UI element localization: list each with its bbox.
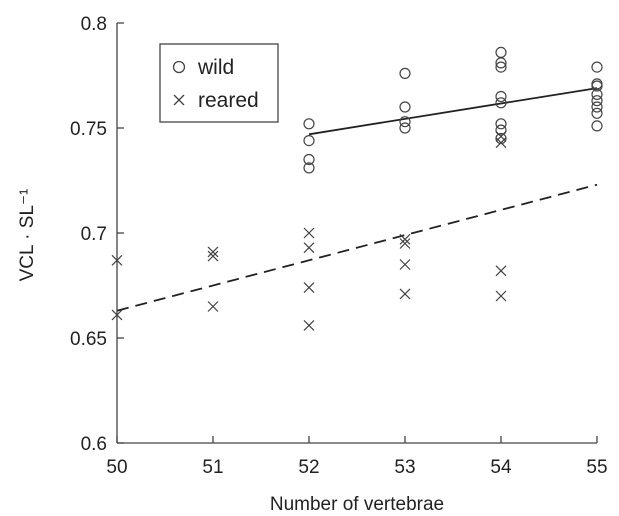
point-wild xyxy=(495,90,507,103)
point-reared xyxy=(207,250,219,262)
point-reared xyxy=(207,301,219,312)
point-reared xyxy=(207,246,219,258)
point-wild xyxy=(303,135,315,147)
point-wild xyxy=(495,46,507,59)
point-wild xyxy=(591,61,603,73)
y-tick-label: 0.75 xyxy=(70,119,107,140)
point-wild xyxy=(591,107,603,119)
point-wild xyxy=(303,153,315,166)
fit-line-reared xyxy=(116,183,598,312)
x-tick-label: 51 xyxy=(202,457,223,478)
data-points xyxy=(111,46,603,331)
x-axis-title: Number of vertebrae xyxy=(270,494,444,515)
point-reared xyxy=(303,282,315,294)
point-wild xyxy=(399,116,411,128)
x-tick-label: 55 xyxy=(586,457,607,478)
y-axis-title: VCL · SL⁻¹ xyxy=(17,189,38,282)
point-reared xyxy=(399,288,411,300)
point-reared xyxy=(495,265,507,277)
legend-reared-marker xyxy=(173,94,185,106)
x-tick-label: 50 xyxy=(106,457,127,478)
point-wild xyxy=(591,101,603,113)
x-tick-label: 53 xyxy=(394,457,415,478)
point-wild xyxy=(495,118,507,130)
point-reared xyxy=(399,233,411,245)
point-reared xyxy=(303,242,315,254)
ticks: 50 51 52 53 54 55 0.6 0.65 0.7 0.75 0.8 xyxy=(70,14,608,478)
legend-wild-label: wild xyxy=(197,56,234,79)
legend-box xyxy=(159,43,279,123)
legend-reared-label: reared xyxy=(198,89,259,112)
legend-wild-marker xyxy=(172,60,186,74)
point-wild xyxy=(495,124,507,136)
point-wild xyxy=(495,97,507,109)
point-wild xyxy=(399,101,411,113)
legend: wild reared xyxy=(159,43,279,123)
point-wild xyxy=(591,120,603,132)
point-wild xyxy=(303,162,315,174)
x-tick-label: 54 xyxy=(490,457,512,478)
point-wild xyxy=(303,118,315,130)
point-wild xyxy=(495,61,507,73)
point-reared xyxy=(303,319,315,331)
point-reared xyxy=(399,259,411,270)
point-reared xyxy=(111,309,123,321)
y-tick-label: 0.65 xyxy=(70,329,107,350)
point-wild xyxy=(495,57,507,69)
y-tick-label: 0.7 xyxy=(81,224,107,245)
y-tick-label: 0.6 xyxy=(81,434,107,455)
point-wild xyxy=(399,67,411,80)
point-reared xyxy=(495,137,507,149)
point-reared xyxy=(495,290,507,302)
point-reared xyxy=(303,227,315,239)
point-wild xyxy=(399,122,411,134)
point-wild xyxy=(591,80,603,92)
x-tick-label: 52 xyxy=(298,457,319,478)
fit-lines xyxy=(116,87,598,312)
y-tick-label: 0.8 xyxy=(81,14,107,35)
point-reared xyxy=(111,254,123,266)
point-wild xyxy=(591,95,603,107)
point-reared xyxy=(399,238,411,249)
fit-line-wild xyxy=(308,87,598,136)
point-wild xyxy=(591,88,603,101)
